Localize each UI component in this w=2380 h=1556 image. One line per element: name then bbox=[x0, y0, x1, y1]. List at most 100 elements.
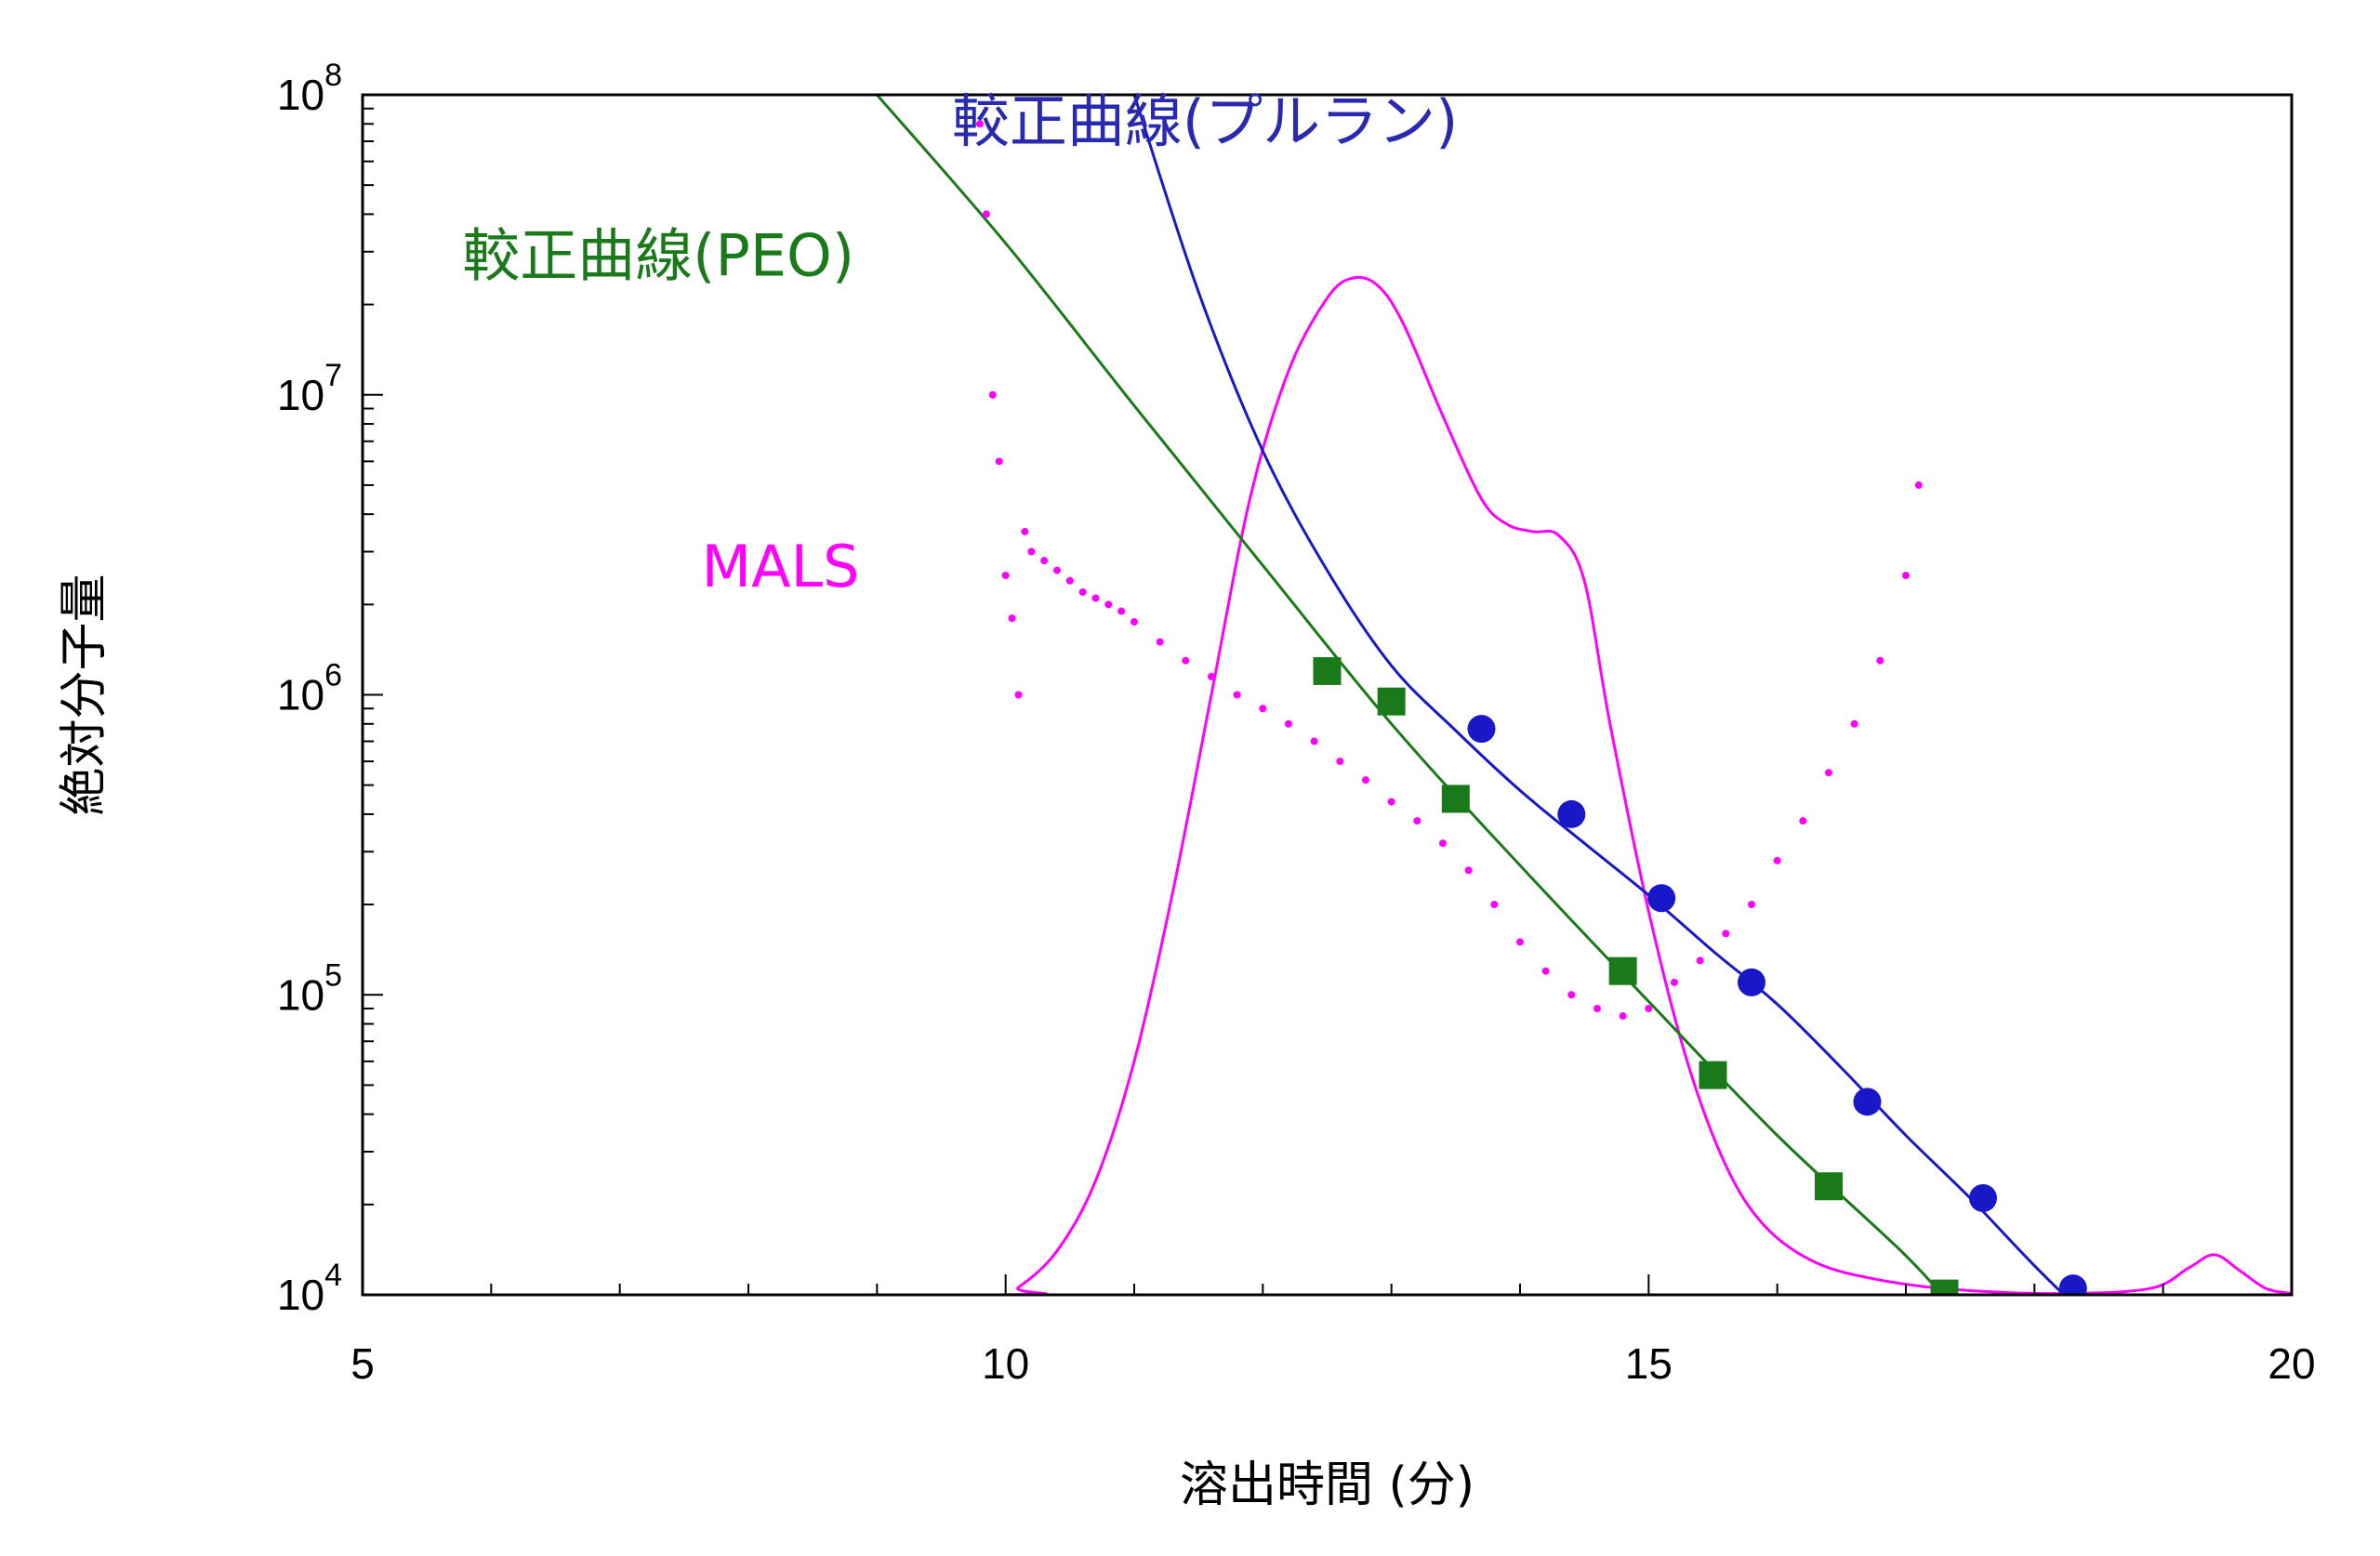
peo-series-label: 較正曲線(PEO) bbox=[462, 221, 854, 289]
mals-point bbox=[1156, 638, 1164, 646]
peo-point bbox=[1313, 656, 1342, 685]
x-tick-label: 10 bbox=[982, 1339, 1029, 1388]
y-tick-label: 107 bbox=[277, 358, 342, 419]
pullulan-point bbox=[1738, 968, 1765, 996]
mals-point bbox=[1541, 967, 1550, 975]
x-tick-label: 20 bbox=[2268, 1339, 2315, 1388]
mals-point bbox=[1914, 481, 1923, 489]
y-tick-exponent: 6 bbox=[324, 658, 342, 693]
mals-points bbox=[976, 120, 1923, 1021]
mals-point bbox=[1065, 576, 1074, 585]
series-labels: 較正曲線(PEO) 較正曲線(プルラン) MALS bbox=[462, 87, 1458, 600]
mals-point bbox=[1748, 901, 1755, 909]
mals-point bbox=[1516, 938, 1524, 946]
mals-point bbox=[1490, 901, 1499, 909]
y-tick-base: 10 bbox=[277, 371, 324, 419]
mals-point bbox=[1593, 1005, 1601, 1013]
mals-point bbox=[1336, 758, 1344, 766]
mals-point bbox=[1413, 817, 1421, 825]
mals-point bbox=[1040, 557, 1049, 565]
mals-point bbox=[1439, 839, 1447, 848]
y-tick-exponent: 8 bbox=[324, 58, 342, 93]
mals-point bbox=[1799, 817, 1807, 825]
pullulan-line bbox=[1132, 95, 2066, 1295]
pullulan-calibration-line bbox=[1132, 95, 2066, 1295]
peo-point bbox=[1930, 1279, 1959, 1295]
mals-point bbox=[1902, 572, 1910, 580]
peo-points bbox=[1313, 656, 1959, 1295]
x-axis-ticks: 5 10 15 20 bbox=[350, 1274, 2316, 1388]
peo-calibration-line bbox=[876, 95, 1944, 1295]
peo-point bbox=[1699, 1061, 1727, 1089]
mals-point bbox=[1619, 1012, 1627, 1021]
mals-point bbox=[1014, 691, 1023, 699]
mals-point bbox=[982, 210, 990, 218]
y-tick-label: 104 bbox=[277, 1258, 342, 1319]
mals-point bbox=[1208, 672, 1215, 680]
mals-point bbox=[1027, 547, 1036, 556]
mals-trace-line bbox=[363, 275, 2292, 1295]
mals-trace bbox=[363, 275, 2292, 1295]
mals-point bbox=[1310, 737, 1318, 745]
plot-area bbox=[363, 95, 2292, 1295]
mals-point bbox=[1285, 719, 1292, 728]
mals-point bbox=[1671, 978, 1678, 986]
mals-point bbox=[1001, 572, 1010, 580]
mals-point bbox=[1091, 594, 1100, 602]
mals-point bbox=[1104, 600, 1113, 609]
mals-point bbox=[1130, 618, 1138, 626]
peo-point bbox=[1377, 687, 1406, 716]
mals-point bbox=[988, 390, 997, 399]
pullulan-point bbox=[1557, 799, 1586, 828]
x-axis-title: 溶出時間 (分) bbox=[1180, 1457, 1474, 1513]
mals-point bbox=[1876, 656, 1884, 665]
mals-point bbox=[1117, 607, 1126, 615]
mals-point bbox=[1182, 656, 1190, 665]
mals-point bbox=[1259, 705, 1267, 713]
mals-point bbox=[1078, 587, 1087, 596]
mals-point bbox=[1696, 956, 1704, 965]
pullulan-point bbox=[2058, 1274, 2087, 1295]
mals-point bbox=[1053, 566, 1061, 574]
pullulan-point bbox=[1969, 1184, 1997, 1213]
y-tick-base: 10 bbox=[277, 671, 324, 719]
y-tick-base: 10 bbox=[277, 1271, 324, 1319]
mals-point bbox=[1722, 930, 1730, 938]
mals-point bbox=[1008, 614, 1016, 623]
mals-point bbox=[976, 120, 984, 128]
peo-point bbox=[1441, 785, 1470, 813]
mals-point bbox=[1233, 691, 1241, 699]
mals-point bbox=[1464, 866, 1473, 875]
y-tick-base: 10 bbox=[277, 71, 324, 119]
peo-point bbox=[1815, 1172, 1843, 1201]
x-tick-label: 15 bbox=[1625, 1339, 1673, 1388]
mals-point bbox=[1645, 1005, 1653, 1013]
y-tick-label: 105 bbox=[277, 957, 342, 1019]
peo-line bbox=[876, 95, 1944, 1295]
y-tick-label: 108 bbox=[277, 58, 342, 119]
mals-point bbox=[1773, 856, 1781, 864]
x-tick-label: 5 bbox=[350, 1339, 375, 1388]
pullulan-points bbox=[1467, 715, 2087, 1295]
mals-point bbox=[1567, 991, 1576, 999]
y-tick-exponent: 4 bbox=[324, 1258, 342, 1293]
mals-point bbox=[1362, 776, 1369, 785]
peo-point bbox=[1608, 956, 1637, 985]
mals-point bbox=[1850, 719, 1858, 728]
y-tick-exponent: 7 bbox=[324, 358, 342, 393]
y-tick-base: 10 bbox=[277, 970, 324, 1019]
y-tick-label: 106 bbox=[277, 658, 342, 719]
pullulan-point bbox=[1853, 1088, 1882, 1116]
pullulan-point bbox=[1467, 715, 1496, 744]
mals-point bbox=[1825, 769, 1832, 777]
y-tick-exponent: 5 bbox=[324, 957, 342, 993]
mals-point bbox=[995, 457, 1003, 466]
mals-point bbox=[1021, 527, 1029, 535]
pullulan-series-label: 較正曲線(プルラン) bbox=[952, 87, 1458, 155]
pullulan-point bbox=[1647, 884, 1676, 913]
mals-series-label: MALS bbox=[702, 533, 860, 600]
mals-point bbox=[1387, 798, 1395, 806]
y-axis-title: 絶対分子量 bbox=[57, 574, 112, 815]
